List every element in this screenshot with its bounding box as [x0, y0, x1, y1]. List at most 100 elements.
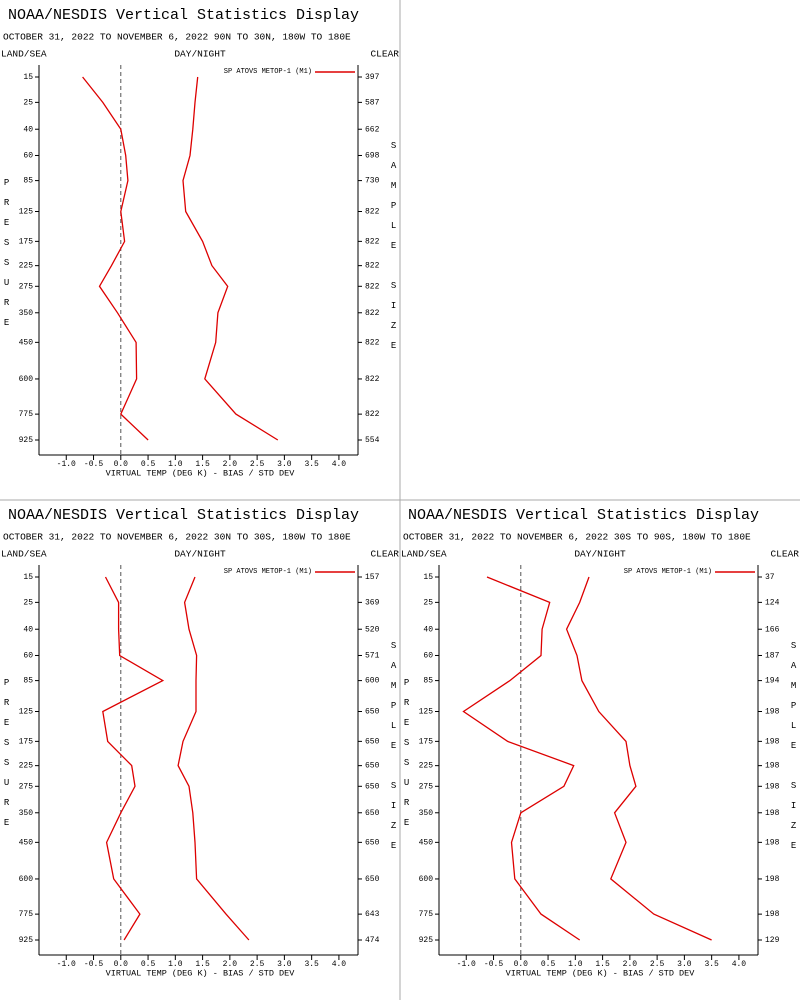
header: DAY/NIGHT	[174, 49, 226, 60]
y-axis-label: PRESSURE	[2, 178, 12, 338]
sample-size-label: 822	[365, 309, 380, 318]
sample-size-label: 194	[765, 677, 780, 686]
x-tick-label: 2.0	[223, 460, 238, 469]
sample-size-label: 662	[365, 125, 380, 134]
sample-size-label: 474	[365, 936, 380, 945]
y2-axis-label: SAMPLE SIZE	[789, 641, 799, 861]
std-dev-line	[182, 76, 279, 441]
sample-size-label: 822	[365, 208, 380, 217]
x-tick-label: 0.0	[514, 960, 529, 969]
header: DAY/NIGHT	[174, 549, 226, 560]
y-tick-label: 450	[419, 838, 434, 847]
y-tick-label: 15	[23, 73, 33, 82]
x-tick-label: 3.0	[277, 960, 292, 969]
x-tick-label: 4.0	[332, 960, 347, 969]
sample-size-label: 822	[365, 410, 380, 419]
y-tick-label: 125	[19, 208, 34, 217]
y-tick-label: 600	[419, 875, 434, 884]
sample-size-label: 397	[365, 73, 380, 82]
subtitle: OCTOBER 31, 2022 TO NOVEMBER 6, 2022 30S…	[403, 532, 751, 543]
x-tick-label: 1.5	[195, 960, 210, 969]
y-tick-label: 225	[19, 762, 34, 771]
panel: NOAA/NESDIS Vertical Statistics Display O…	[1, 507, 399, 978]
y-tick-label: 925	[419, 936, 434, 945]
y-tick-label: 775	[19, 410, 34, 419]
x-tick-label: 0.5	[141, 460, 156, 469]
sample-size-label: 198	[765, 762, 780, 771]
x-tick-label: -1.0	[57, 960, 76, 969]
sample-size-label: 157	[365, 573, 380, 582]
y-tick-label: 350	[19, 809, 34, 818]
bias-line	[82, 76, 149, 441]
y-axis-label: PRESSURE	[2, 678, 12, 838]
x-tick-label: 1.0	[568, 960, 583, 969]
sample-size-label: 198	[765, 809, 780, 818]
sample-size-label: 124	[765, 598, 780, 607]
legend-label: SP ATOVS METOP-1 (M1)	[624, 568, 712, 576]
x-tick-label: 1.0	[168, 960, 183, 969]
sample-size-label: 822	[365, 338, 380, 347]
y-tick-label: 85	[423, 677, 433, 686]
sample-size-label: 198	[765, 737, 780, 746]
panel: NOAA/NESDIS Vertical Statistics Display O…	[1, 7, 399, 478]
std-dev-line	[565, 576, 712, 941]
x-tick-label: 2.5	[250, 460, 265, 469]
y-tick-label: 40	[23, 125, 33, 134]
y-tick-label: 225	[419, 762, 434, 771]
legend-label: SP ATOVS METOP-1 (M1)	[224, 568, 312, 576]
bias-line	[462, 576, 581, 941]
y-tick-label: 125	[419, 708, 434, 717]
header: CLEAR	[370, 49, 399, 60]
x-tick-label: 3.5	[304, 460, 319, 469]
sample-size-label: 571	[365, 652, 380, 661]
sample-size-label: 587	[365, 98, 380, 107]
y-tick-label: 25	[23, 598, 33, 607]
sample-size-label: 650	[365, 737, 380, 746]
sample-size-label: 198	[765, 910, 780, 919]
y-tick-label: 25	[23, 98, 33, 107]
x-tick-label: 3.5	[304, 960, 319, 969]
y-tick-label: 60	[23, 152, 33, 161]
sample-size-label: 37	[765, 573, 775, 582]
header: CLEAR	[370, 549, 399, 560]
x-tick-label: 2.0	[223, 960, 238, 969]
y-tick-label: 600	[19, 375, 34, 384]
x-tick-label: 2.5	[250, 960, 265, 969]
sample-size-label: 129	[765, 936, 780, 945]
x-tick-label: 0.0	[114, 960, 129, 969]
y-tick-label: 60	[23, 652, 33, 661]
y-tick-label: 15	[423, 573, 433, 582]
x-axis-label: VIRTUAL TEMP (DEG K) - BIAS / STD DEV	[106, 468, 296, 478]
subtitle: OCTOBER 31, 2022 TO NOVEMBER 6, 2022 90N…	[3, 32, 351, 43]
subtitle: OCTOBER 31, 2022 TO NOVEMBER 6, 2022 30N…	[3, 532, 351, 543]
sample-size-label: 166	[765, 625, 780, 634]
x-tick-label: -0.5	[484, 960, 503, 969]
y-tick-label: 450	[19, 338, 34, 347]
sample-size-label: 198	[765, 708, 780, 717]
y-tick-label: 225	[19, 262, 34, 271]
y-tick-label: 25	[423, 598, 433, 607]
x-tick-label: -1.0	[457, 960, 476, 969]
sample-size-label: 650	[365, 782, 380, 791]
sample-size-label: 698	[365, 152, 380, 161]
sample-size-label: 187	[765, 652, 780, 661]
y-tick-label: 125	[19, 708, 34, 717]
sample-size-label: 650	[365, 708, 380, 717]
y-tick-label: 175	[19, 737, 34, 746]
std-dev-line	[177, 576, 250, 941]
sample-size-label: 650	[365, 875, 380, 884]
sample-size-label: 822	[365, 262, 380, 271]
x-tick-label: -1.0	[57, 460, 76, 469]
sample-size-label: 643	[365, 910, 380, 919]
y-tick-label: 925	[19, 936, 34, 945]
y-tick-label: 40	[23, 625, 33, 634]
sample-size-label: 650	[365, 838, 380, 847]
header: CLEAR	[770, 549, 799, 560]
legend-label: SP ATOVS METOP-1 (M1)	[224, 68, 312, 76]
panel: NOAA/NESDIS Vertical Statistics Display O…	[401, 507, 799, 978]
sample-size-label: 730	[365, 177, 380, 186]
title: NOAA/NESDIS Vertical Statistics Display	[408, 507, 759, 524]
y-tick-label: 175	[19, 237, 34, 246]
sample-size-label: 822	[365, 282, 380, 291]
